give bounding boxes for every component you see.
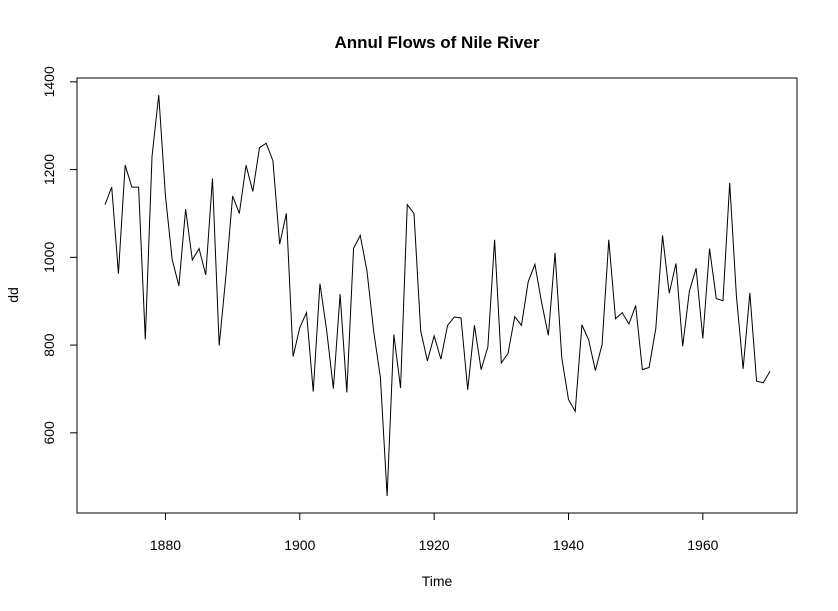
x-tick-label: 1940 (553, 537, 584, 553)
x-axis: 1880 1900 1920 1940 1960 (150, 512, 719, 553)
x-axis-label: Time (422, 573, 453, 589)
x-tick-label: 1880 (150, 537, 181, 553)
y-tick-label: 600 (41, 421, 57, 445)
y-tick-label: 1400 (41, 66, 57, 97)
y-tick-label: 1200 (41, 154, 57, 185)
x-tick-label: 1920 (419, 537, 450, 553)
y-tick-label: 1000 (41, 242, 57, 273)
chart-title: Annul Flows of Nile River (335, 33, 540, 52)
series-line (104, 94, 771, 497)
y-axis-label: dd (5, 287, 21, 303)
x-tick-label: 1960 (687, 537, 718, 553)
series-points (104, 94, 772, 498)
y-axis: 600 800 1000 1200 1400 (41, 66, 78, 445)
y-tick-label: 800 (41, 333, 57, 357)
x-tick-label: 1900 (284, 537, 315, 553)
